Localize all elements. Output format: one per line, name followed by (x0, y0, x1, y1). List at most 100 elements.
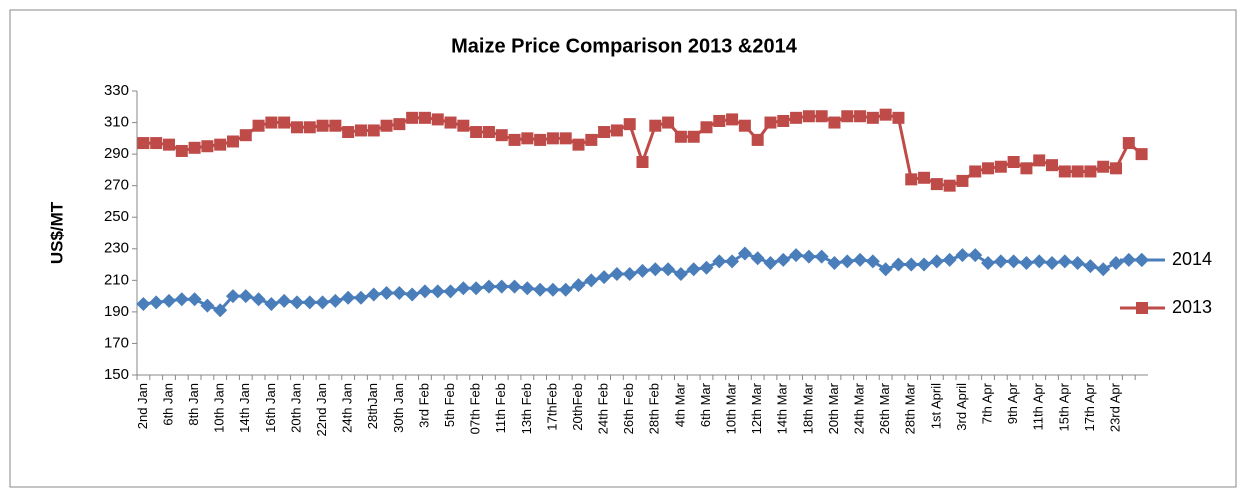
data-point (1109, 255, 1124, 270)
data-point (417, 284, 432, 299)
data-point (776, 252, 791, 267)
data-point (841, 110, 854, 123)
data-point (737, 246, 752, 261)
data-point (789, 248, 804, 263)
x-tick-label: 24th Mar (851, 382, 866, 434)
data-point (457, 119, 470, 132)
data-point (1083, 259, 1098, 274)
data-point (558, 282, 573, 297)
data-point (380, 119, 393, 132)
data-point (865, 254, 880, 269)
x-tick-label: 18th Mar (800, 382, 815, 434)
data-point (238, 289, 253, 304)
data-point (712, 254, 727, 269)
x-tick-label: 11th Apr (1031, 382, 1046, 430)
data-point (572, 138, 585, 151)
x-tick-label: 20th Mar (826, 382, 841, 434)
data-point (943, 179, 956, 192)
data-point (969, 165, 982, 178)
data-point (188, 141, 201, 154)
data-point (598, 126, 611, 139)
data-point (1122, 137, 1135, 150)
data-point (993, 254, 1008, 269)
data-point (545, 282, 560, 297)
data-point (470, 126, 483, 139)
data-point (136, 297, 151, 311)
data-point (968, 248, 983, 263)
data-point (149, 295, 164, 310)
y-tick-label: 330 (104, 82, 129, 99)
data-point (879, 108, 892, 121)
x-tick-label: 15th Apr (1056, 382, 1071, 431)
data-point (1097, 160, 1110, 173)
x-tick-label: 7th Apr (979, 382, 994, 424)
data-point (393, 118, 406, 131)
data-point (1033, 154, 1046, 167)
data-point (815, 110, 828, 123)
data-point (1019, 255, 1034, 270)
data-point (1070, 255, 1085, 270)
x-tick-label: 5th Feb (442, 383, 457, 427)
data-point (764, 116, 777, 129)
data-point (494, 279, 509, 294)
data-point (827, 255, 842, 270)
data-point (662, 116, 675, 129)
x-tick-label: 17th Apr (1082, 382, 1097, 431)
data-point (751, 133, 764, 146)
data-point (814, 249, 829, 264)
legend-marker (1135, 253, 1149, 267)
data-point (328, 293, 343, 308)
data-point (648, 262, 663, 277)
data-point (790, 111, 803, 124)
y-tick-label: 270 (104, 177, 129, 194)
data-point (982, 162, 995, 175)
data-point (252, 119, 265, 132)
data-point (546, 132, 559, 145)
data-point (1006, 254, 1021, 269)
data-point (443, 284, 458, 299)
data-point (405, 287, 420, 302)
data-point (929, 254, 944, 269)
data-point (584, 273, 599, 288)
data-point (265, 116, 278, 129)
data-point (649, 119, 662, 132)
data-point (674, 130, 687, 143)
data-point (942, 252, 957, 267)
data-point (687, 130, 700, 143)
y-tick-label: 170 (104, 334, 129, 351)
data-point (367, 124, 380, 137)
data-point (1020, 162, 1033, 175)
data-point (892, 111, 905, 124)
data-point (917, 257, 932, 272)
data-point (406, 111, 419, 124)
y-axis-label: US$/MT (47, 201, 66, 264)
data-point (187, 292, 202, 307)
data-point (878, 262, 893, 277)
data-point (1007, 156, 1020, 168)
data-point (162, 138, 175, 151)
data-point (175, 144, 188, 157)
data-point (559, 132, 572, 145)
data-point (994, 160, 1007, 173)
legend-label: 2014 (1172, 249, 1212, 269)
x-tick-label: 3rd April (954, 383, 969, 431)
data-point (1032, 254, 1047, 269)
data-point (264, 297, 279, 311)
x-tick-label: 14th Jan (237, 383, 252, 433)
x-tick-label: 3rd Feb (416, 383, 431, 428)
y-tick-label: 190 (104, 303, 129, 320)
data-point (315, 295, 330, 310)
data-point (290, 121, 303, 134)
data-point (303, 121, 316, 134)
data-point (289, 295, 304, 310)
y-tick-label: 310 (104, 114, 129, 131)
data-point (726, 113, 739, 126)
data-point (802, 110, 815, 123)
y-tick-label: 210 (104, 271, 129, 288)
data-point (750, 251, 765, 266)
data-point (725, 254, 740, 269)
data-point (1135, 148, 1148, 161)
x-tick-label: 28th Mar (903, 382, 918, 434)
x-tick-label: 26th Mar (877, 382, 892, 434)
data-point (302, 295, 317, 310)
